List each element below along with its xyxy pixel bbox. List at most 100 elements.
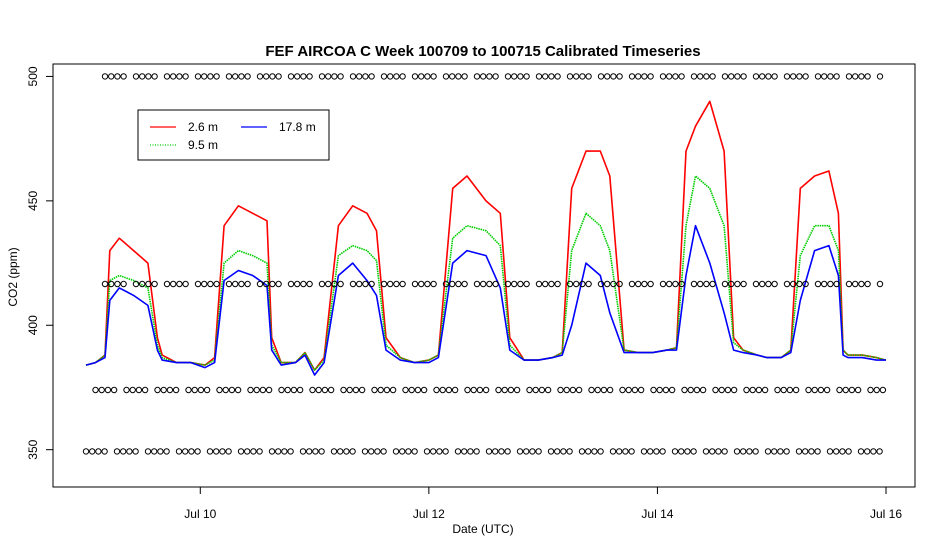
marker-circle — [681, 386, 688, 394]
marker-circle — [709, 448, 716, 455]
marker-circle — [170, 73, 177, 80]
marker-circle — [666, 73, 673, 80]
marker-circle — [387, 73, 394, 80]
marker-circle — [482, 386, 490, 394]
marker-circle — [225, 448, 232, 455]
marker-circle — [141, 386, 149, 394]
marker-circle — [449, 280, 456, 288]
marker-circle — [82, 448, 90, 455]
marker-circle — [139, 280, 146, 288]
marker-circle — [98, 386, 105, 394]
marker-circle — [244, 73, 251, 80]
marker-circle — [635, 280, 642, 288]
marker-circle — [278, 386, 285, 394]
marker-circle — [535, 280, 543, 288]
marker-circle — [101, 448, 108, 455]
marker-circle — [873, 386, 880, 394]
marker-circle — [833, 448, 840, 455]
marker-circle — [343, 448, 350, 455]
marker-circle — [259, 386, 267, 394]
legend: 2.6 m 9.5 m 17.8 m — [137, 109, 330, 161]
marker-circle — [424, 73, 431, 80]
marker-circle — [182, 280, 189, 288]
marker-circle — [635, 73, 642, 80]
marker-circle — [145, 73, 152, 80]
marker-circle — [554, 73, 561, 80]
marker-circle — [579, 280, 586, 288]
marker-circle — [461, 280, 468, 288]
marker-circle — [287, 73, 295, 80]
legend-label-17-8m: 17.8 m — [279, 120, 316, 134]
marker-circle — [604, 73, 611, 80]
marker-circle — [641, 73, 648, 80]
marker-circle — [126, 448, 133, 455]
marker-circle — [640, 448, 648, 455]
marker-circle — [337, 280, 344, 288]
marker-circle — [864, 448, 871, 455]
marker-circle — [377, 386, 384, 394]
marker-circle — [294, 73, 301, 80]
marker-circle — [445, 386, 453, 394]
marker-circle — [411, 448, 418, 455]
marker-circle — [237, 448, 245, 455]
marker-circle — [451, 386, 459, 394]
marker-circle — [749, 386, 756, 394]
marker-circle — [870, 448, 877, 455]
marker-circle — [238, 280, 245, 288]
x-tick-label: Jul 16 — [870, 507, 902, 521]
marker-circle — [501, 386, 508, 394]
marker-circle — [814, 448, 821, 455]
marker-circle — [622, 448, 629, 455]
marker-circle — [473, 448, 480, 455]
marker-circle — [848, 386, 856, 394]
marker-circle — [594, 386, 601, 394]
marker-circle — [507, 386, 515, 394]
marker-circle — [504, 280, 512, 288]
marker-circle — [263, 280, 270, 288]
marker-circle — [761, 386, 769, 394]
marker-circle — [337, 73, 344, 80]
marker-circle — [256, 280, 264, 288]
y-axis: 350 400 450 500 — [26, 66, 53, 460]
marker-circle — [814, 73, 822, 80]
marker-circle — [175, 448, 183, 455]
marker-circle — [176, 280, 183, 288]
marker-circle — [715, 448, 722, 455]
series-line-17-8-m — [85, 224, 886, 376]
marker-circle — [300, 73, 307, 80]
marker-circle — [95, 448, 102, 455]
marker-circle — [774, 386, 781, 394]
marker-circle — [771, 448, 778, 455]
marker-circle — [721, 73, 729, 80]
marker-circle — [610, 73, 617, 80]
x-tick-label: Jul 10 — [184, 507, 216, 521]
marker-circle — [764, 448, 772, 455]
marker-circle — [256, 448, 263, 455]
marker-circle — [566, 448, 573, 455]
marker-circle — [120, 448, 127, 455]
marker-circle — [492, 280, 499, 288]
marker-circle — [424, 280, 431, 288]
y-axis-label: CO2 (ppm) — [6, 247, 20, 306]
marker-circle — [780, 386, 787, 394]
marker-circle — [368, 73, 375, 80]
marker-circle — [547, 448, 555, 455]
marker-circle — [132, 448, 139, 455]
marker-circle — [225, 73, 233, 80]
marker-circle — [219, 448, 226, 455]
marker-circle — [420, 386, 428, 394]
marker-circle — [300, 280, 307, 288]
marker-circle — [284, 386, 291, 394]
marker-circle — [786, 386, 794, 394]
marker-circle — [287, 280, 295, 288]
marker-circle — [783, 448, 790, 455]
marker-circle — [154, 386, 161, 394]
marker-circle — [144, 448, 152, 455]
marker-circle — [687, 386, 694, 394]
marker-circle — [492, 73, 499, 80]
marker-circle — [480, 73, 487, 80]
marker-circle — [287, 448, 294, 455]
marker-circle — [600, 386, 608, 394]
